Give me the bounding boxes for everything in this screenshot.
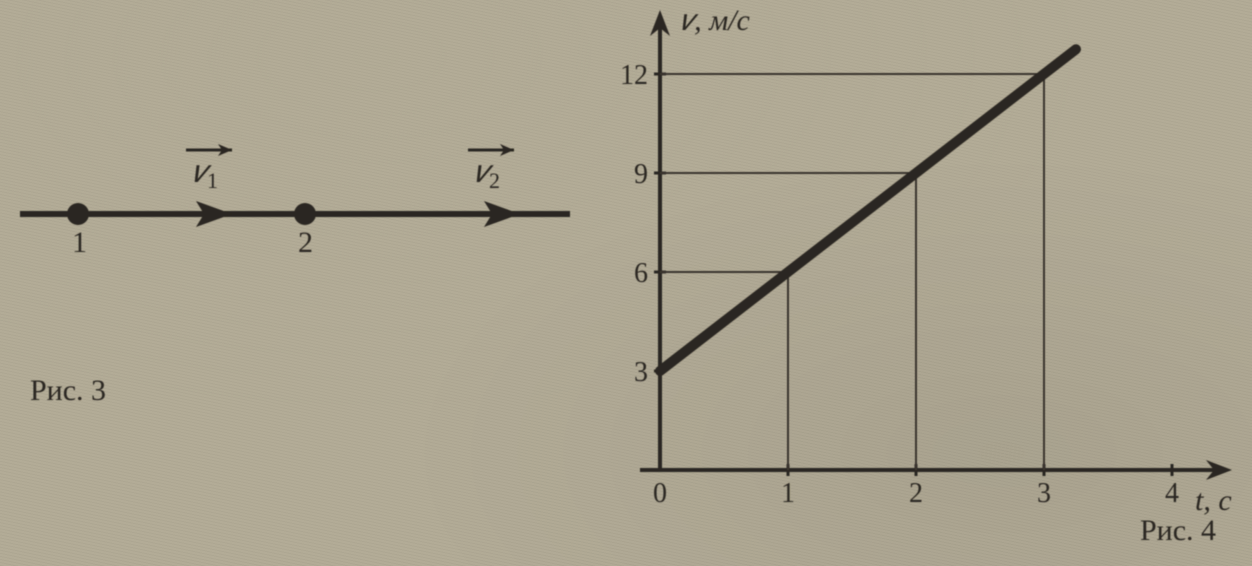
figure-4: 3 6 9 12 0 1 2 3 4 𝑣, м/с t, с — [620, 4, 1232, 547]
fig3-point-1: 1 — [67, 203, 89, 259]
fig4-axes — [640, 10, 1232, 480]
fig4-guides — [660, 74, 1044, 470]
fig4-xtick-1: 1 — [781, 478, 795, 509]
fig4-xtick-4: 4 — [1165, 478, 1179, 509]
figure-canvas: 1 2 𝑣1 𝑣2 Рис. 3 — [0, 0, 1252, 566]
fig4-ytick-9: 9 — [634, 159, 648, 190]
fig3-vector-2-label: 𝑣2 — [474, 153, 500, 193]
fig4-xtick-2: 2 — [909, 478, 923, 509]
fig4-xlabel: t, с — [1195, 484, 1232, 517]
fig3-point-1-label: 1 — [72, 226, 87, 259]
fig4-ytick-6: 6 — [634, 258, 648, 289]
figure-3-caption: Рис. 3 — [30, 374, 106, 407]
fig4-series-line — [660, 49, 1076, 371]
fig4-xtick-3: 3 — [1037, 478, 1051, 509]
fig4-xtick-0: 0 — [653, 478, 667, 509]
fig3-point-2-label: 2 — [298, 226, 313, 259]
fig4-ytick-12: 12 — [620, 60, 648, 91]
figure-3: 1 2 𝑣1 𝑣2 Рис. 3 — [20, 144, 570, 407]
figure-4-caption: Рис. 4 — [1140, 514, 1216, 547]
fig3-point-2: 2 — [294, 203, 316, 259]
fig4-ylabel: 𝑣, м/с — [680, 4, 750, 37]
fig4-ytick-3: 3 — [634, 357, 648, 388]
fig3-vector-1-label: 𝑣1 — [192, 153, 218, 193]
